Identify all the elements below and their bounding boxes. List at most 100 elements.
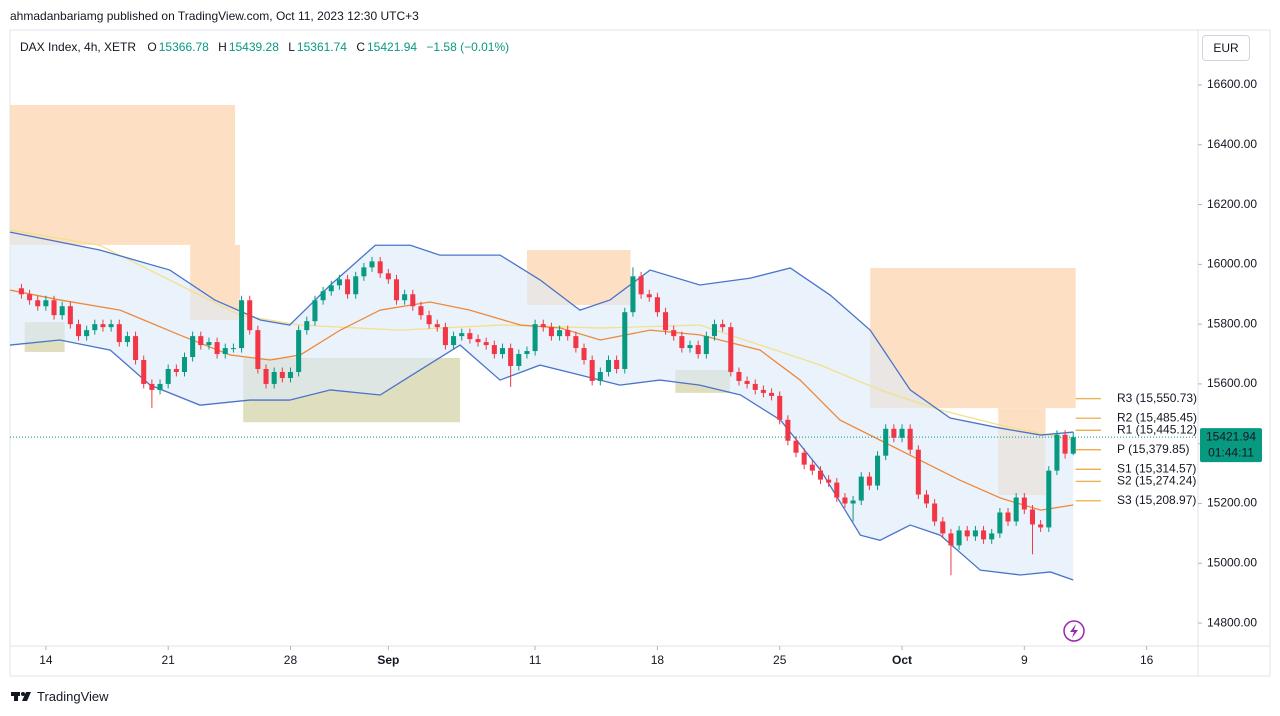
tv-logo bbox=[11, 692, 31, 701]
candle-body bbox=[255, 330, 261, 369]
candle-body bbox=[1029, 509, 1036, 525]
candle-body bbox=[75, 324, 82, 337]
candle-body bbox=[817, 470, 824, 480]
candle-body bbox=[581, 348, 587, 361]
candle-body bbox=[239, 300, 245, 349]
candle-body bbox=[173, 368, 179, 372]
pivot-label: S2 (15,274.24) bbox=[1117, 473, 1196, 487]
pivot-label: R2 (15,485.45) bbox=[1117, 410, 1197, 424]
legend: DAX Index, 4h, XETR O 15366.78 H 15439.28 … bbox=[20, 40, 515, 54]
candle-body bbox=[687, 345, 693, 349]
candle-body bbox=[402, 294, 408, 301]
last-price-label: 15421.94 bbox=[1206, 429, 1256, 443]
candle-body bbox=[801, 452, 807, 465]
candle-body bbox=[557, 330, 563, 337]
candle-body bbox=[524, 351, 530, 355]
candle-body bbox=[320, 291, 326, 301]
candle-body bbox=[369, 261, 375, 268]
candle-body bbox=[548, 327, 554, 337]
event-bolt bbox=[1070, 624, 1078, 638]
y-tick-label: 14800.00 bbox=[1207, 615, 1257, 629]
candle-body bbox=[385, 273, 391, 280]
y-tick-label: 15800.00 bbox=[1207, 316, 1257, 330]
y-tick-label: 16200.00 bbox=[1207, 197, 1257, 211]
symbol: DAX Index, 4h, XETR bbox=[20, 40, 137, 54]
candle-body bbox=[720, 324, 726, 328]
candle-body bbox=[1054, 434, 1060, 471]
candle-body bbox=[679, 336, 685, 349]
candle-body bbox=[834, 482, 840, 498]
candle-body bbox=[1038, 524, 1044, 528]
ohlc-value: 15421.94 bbox=[367, 40, 418, 54]
candle-body bbox=[752, 383, 758, 390]
ohlc-value: 15366.78 bbox=[158, 40, 209, 54]
candle-body bbox=[418, 306, 424, 316]
candle-body bbox=[1005, 512, 1011, 522]
candle-body bbox=[972, 530, 978, 537]
ohlc-key: C bbox=[356, 40, 365, 54]
candle-body bbox=[760, 389, 766, 393]
candle-body bbox=[214, 342, 220, 355]
candle-body bbox=[630, 276, 636, 313]
candle-body bbox=[997, 512, 1003, 534]
candle-body bbox=[271, 371, 277, 384]
candle-body bbox=[940, 521, 946, 534]
candle-body bbox=[499, 348, 506, 355]
countdown: 01:44:11 bbox=[1208, 445, 1254, 459]
candle-body bbox=[353, 276, 359, 295]
candle-body bbox=[638, 276, 644, 295]
candle-body bbox=[59, 306, 65, 316]
candle-body bbox=[141, 360, 147, 384]
candle-body bbox=[222, 348, 228, 355]
x-tick-label: Sep bbox=[377, 653, 399, 667]
candle-body bbox=[866, 476, 872, 486]
candle-body bbox=[646, 294, 652, 298]
candle-body bbox=[964, 530, 970, 537]
candle-body bbox=[744, 380, 750, 384]
y-tick-label: 15200.00 bbox=[1207, 496, 1257, 510]
candle-body bbox=[198, 336, 204, 346]
candle-body bbox=[532, 324, 538, 352]
change: −1.58 (−0.01%) bbox=[426, 40, 510, 54]
candle-body bbox=[230, 348, 236, 350]
candle-body bbox=[312, 300, 318, 322]
y-tick-label: 15000.00 bbox=[1207, 555, 1257, 569]
candle-body bbox=[891, 428, 897, 438]
candle-body bbox=[247, 300, 253, 331]
candle-body bbox=[589, 360, 595, 381]
candle-body bbox=[622, 312, 628, 369]
candle-body bbox=[703, 336, 709, 355]
pivot-label: R1 (15,445.12) bbox=[1117, 422, 1197, 436]
candle-body bbox=[84, 330, 90, 337]
candle-body bbox=[516, 354, 522, 367]
event-icon[interactable] bbox=[1063, 620, 1085, 642]
candle-body bbox=[728, 327, 734, 372]
candle-body bbox=[393, 279, 400, 301]
candle-body bbox=[442, 327, 448, 346]
candle-body bbox=[1046, 470, 1052, 528]
currency-button[interactable]: EUR bbox=[1202, 35, 1250, 61]
pivot-label: S1 (15,314.57) bbox=[1117, 461, 1196, 475]
x-tick-label: 11 bbox=[529, 653, 542, 667]
candle-body bbox=[907, 428, 913, 450]
last-price-tag bbox=[1200, 428, 1262, 463]
candle-body bbox=[124, 336, 130, 343]
ohlc-value: 15439.28 bbox=[228, 40, 279, 54]
x-tick-label: 25 bbox=[773, 653, 787, 667]
candle-body bbox=[108, 324, 114, 328]
x-tick-label: 21 bbox=[162, 653, 176, 667]
candle-body bbox=[540, 324, 546, 328]
candle-body bbox=[157, 383, 163, 390]
candle-body bbox=[206, 342, 212, 346]
candle-body bbox=[508, 348, 514, 367]
candle-body bbox=[51, 300, 57, 316]
candle-body bbox=[296, 330, 302, 372]
candle-body bbox=[671, 330, 677, 337]
candle-body bbox=[883, 428, 889, 456]
ohlc-key: H bbox=[218, 40, 227, 54]
ohlc-key: L bbox=[288, 40, 295, 54]
candle-body bbox=[491, 345, 497, 355]
candle-body bbox=[573, 336, 579, 349]
